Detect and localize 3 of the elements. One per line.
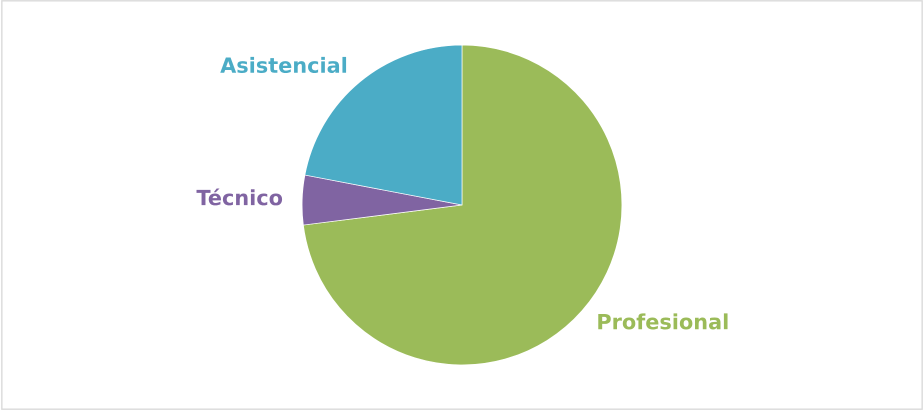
slice-label: Técnico (196, 188, 282, 206)
slice-label: Asistencial (220, 56, 346, 74)
slice-label: Profesional (598, 313, 728, 330)
